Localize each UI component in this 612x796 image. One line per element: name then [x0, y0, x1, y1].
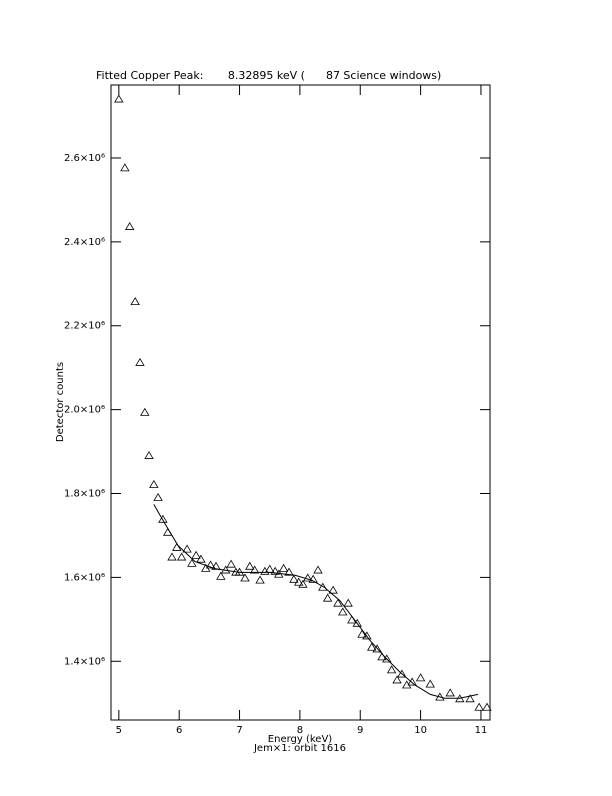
data-point — [322, 593, 333, 602]
fit-line — [153, 504, 479, 699]
plot-frame — [110, 84, 491, 721]
data-point — [125, 221, 135, 230]
y-tick-label: 1.8×10⁶ — [64, 489, 105, 500]
data-point — [284, 567, 294, 576]
data-point — [187, 558, 197, 567]
data-point — [343, 598, 353, 607]
data-point — [176, 552, 187, 561]
data-point — [386, 665, 397, 674]
data-point — [130, 297, 140, 306]
data-point — [270, 566, 280, 575]
data-point — [333, 598, 343, 607]
data-point — [382, 654, 392, 663]
y-tick-label: 2.4×10⁶ — [64, 237, 105, 248]
data-point — [298, 579, 308, 588]
data-point — [465, 694, 475, 703]
data-point — [172, 542, 182, 551]
y-tick-label: 2.2×10⁶ — [64, 321, 105, 332]
data-point — [362, 631, 372, 640]
data-point — [211, 561, 221, 570]
data-point — [249, 565, 260, 574]
x-tick-label: 6 — [176, 725, 182, 736]
data-point — [445, 688, 455, 697]
data-point — [372, 644, 382, 653]
data-point — [167, 552, 177, 561]
data-point — [226, 559, 236, 568]
data-point — [216, 571, 226, 580]
data-point — [149, 479, 159, 488]
data-point — [352, 618, 362, 627]
data-point — [338, 607, 348, 616]
x-tick-label: 7 — [236, 725, 242, 736]
x-tick-label: 9 — [357, 725, 363, 736]
x-axis-label: Energy (keV) — [268, 734, 333, 745]
data-point — [303, 573, 313, 582]
y-axis-label: Detector counts — [55, 362, 66, 442]
data-point — [313, 565, 323, 574]
data-point — [240, 573, 250, 582]
data-point — [278, 563, 289, 572]
x-tick-label: 8 — [297, 725, 303, 736]
data-point — [482, 702, 492, 711]
data-point — [318, 582, 328, 591]
data-point — [163, 527, 173, 536]
chart-title: Fitted Copper Peak: 8.32895 keV ( 87 Sci… — [96, 69, 441, 82]
x-tick-label: 5 — [116, 725, 122, 736]
data-point — [140, 407, 150, 416]
y-tick-label: 1.4×10⁶ — [64, 656, 105, 667]
data-point — [153, 492, 163, 501]
data-point — [114, 94, 124, 103]
data-point — [255, 575, 265, 584]
data-point — [397, 669, 407, 678]
data-point — [289, 574, 299, 583]
subtitle: Jem×1: orbit 1616 — [253, 743, 346, 754]
data-point — [425, 679, 435, 688]
y-tick-label: 2.0×10⁶ — [64, 405, 105, 416]
data-point — [182, 544, 192, 553]
data-point — [308, 574, 318, 583]
y-tick-label: 2.6×10⁶ — [64, 153, 105, 164]
data-point — [158, 514, 168, 523]
y-tick-label: 1.6×10⁶ — [64, 572, 105, 583]
data-point — [328, 585, 338, 594]
data-point — [367, 642, 377, 651]
x-tick-label: 11 — [475, 725, 488, 736]
data-point — [407, 677, 417, 686]
data-point — [144, 450, 154, 459]
data-point — [196, 554, 206, 563]
data-point — [474, 702, 484, 711]
data-point — [191, 550, 201, 559]
data-point — [392, 675, 402, 684]
x-tick-label: 10 — [414, 725, 427, 736]
data-point — [245, 561, 255, 570]
data-point — [293, 577, 304, 586]
data-point — [120, 163, 130, 172]
data-point — [135, 357, 145, 366]
data-point — [205, 560, 216, 569]
data-point — [415, 673, 426, 682]
data-point — [357, 629, 367, 638]
